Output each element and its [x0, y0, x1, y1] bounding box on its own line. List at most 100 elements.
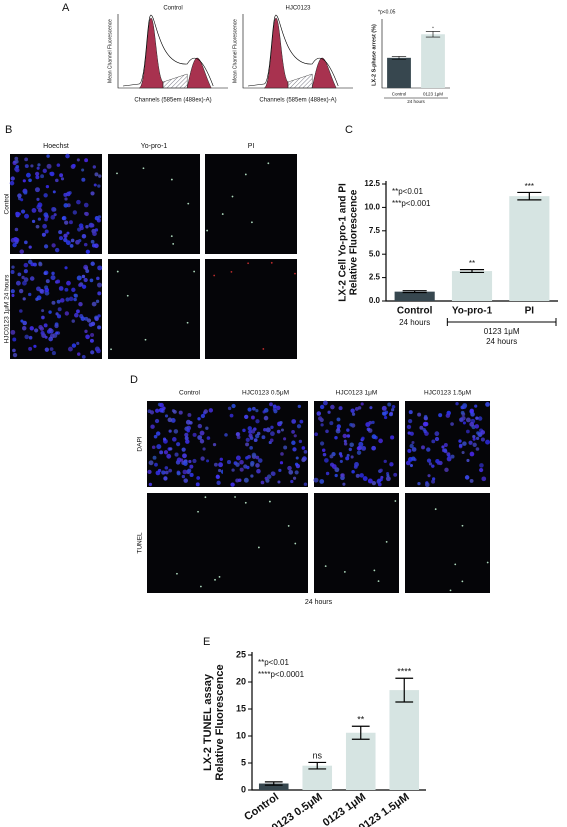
cell	[249, 446, 253, 450]
cell	[346, 428, 350, 432]
cell	[422, 421, 428, 427]
cell	[479, 463, 484, 468]
cell	[438, 413, 443, 418]
cell	[154, 418, 160, 424]
cell	[73, 293, 77, 297]
cell	[13, 236, 19, 242]
cell	[10, 289, 15, 294]
cell	[58, 286, 64, 291]
cell	[203, 409, 208, 414]
cell	[423, 429, 427, 434]
cell	[48, 310, 52, 314]
cell	[42, 168, 47, 173]
cell	[205, 426, 209, 430]
cell	[246, 465, 250, 470]
cell	[169, 447, 173, 451]
cell	[83, 202, 89, 208]
cell	[336, 427, 341, 432]
cell	[187, 412, 192, 417]
cell	[264, 476, 268, 480]
cell	[351, 412, 356, 416]
cell	[200, 456, 205, 461]
cell	[391, 408, 395, 412]
cell	[358, 441, 364, 447]
bar	[302, 765, 333, 790]
cell	[356, 446, 361, 451]
cell	[342, 433, 348, 439]
cell	[329, 421, 334, 426]
cell	[486, 561, 489, 564]
cell	[76, 275, 82, 281]
cell	[94, 172, 99, 177]
cell	[357, 406, 362, 410]
cell	[35, 171, 40, 176]
panel-label: C	[345, 124, 353, 136]
cell	[91, 243, 97, 248]
cell	[35, 297, 39, 301]
cell	[151, 445, 156, 450]
cell	[411, 441, 415, 445]
cell	[58, 236, 64, 241]
cell	[19, 249, 24, 254]
cell	[163, 476, 168, 481]
cell	[343, 442, 348, 446]
cell	[270, 431, 275, 437]
cell	[388, 412, 393, 417]
cell	[472, 442, 477, 447]
cell	[428, 462, 433, 466]
cell	[77, 352, 81, 356]
cell	[378, 438, 383, 444]
cell	[226, 460, 232, 465]
cell	[271, 471, 276, 477]
cell	[22, 297, 26, 301]
cell	[57, 307, 62, 312]
cell	[67, 346, 73, 352]
cell	[90, 261, 95, 266]
y-tick-label: 2.5	[369, 273, 381, 282]
cell	[316, 411, 322, 416]
cell	[142, 167, 145, 170]
cell	[206, 459, 210, 463]
cell	[361, 436, 365, 441]
cell	[336, 424, 341, 429]
cell	[406, 424, 412, 430]
cell	[244, 173, 247, 176]
cell	[294, 542, 297, 545]
cell	[90, 191, 95, 196]
cell	[187, 202, 190, 205]
cell	[33, 344, 37, 348]
cell	[411, 456, 416, 461]
cell	[54, 323, 59, 329]
cell	[81, 177, 86, 182]
cell	[291, 419, 297, 424]
column-header: Yo-pro-1	[141, 143, 168, 150]
cell	[14, 156, 19, 161]
cell	[25, 172, 31, 178]
cell	[37, 217, 42, 221]
cell	[268, 500, 271, 503]
y-axis-label: Relative Fluorescence	[349, 189, 360, 295]
cell	[294, 272, 296, 275]
error-bar	[425, 31, 441, 38]
cell	[84, 158, 89, 163]
cell	[251, 452, 257, 458]
error-bar	[517, 191, 542, 201]
cell	[247, 407, 252, 412]
cell	[373, 569, 376, 572]
cell	[443, 448, 448, 453]
cell	[59, 173, 64, 178]
cell	[431, 439, 436, 444]
cell	[24, 213, 30, 219]
cell	[46, 163, 52, 169]
cell	[193, 270, 196, 273]
cell	[434, 431, 440, 437]
footer: 24 hours	[305, 599, 333, 606]
cell	[84, 329, 88, 334]
column-header: HJC0123 1μM	[336, 390, 378, 397]
cell	[362, 476, 368, 481]
cell	[215, 474, 221, 480]
cell	[94, 316, 99, 321]
cell	[72, 163, 76, 168]
cell	[56, 299, 61, 304]
cell	[353, 464, 358, 469]
